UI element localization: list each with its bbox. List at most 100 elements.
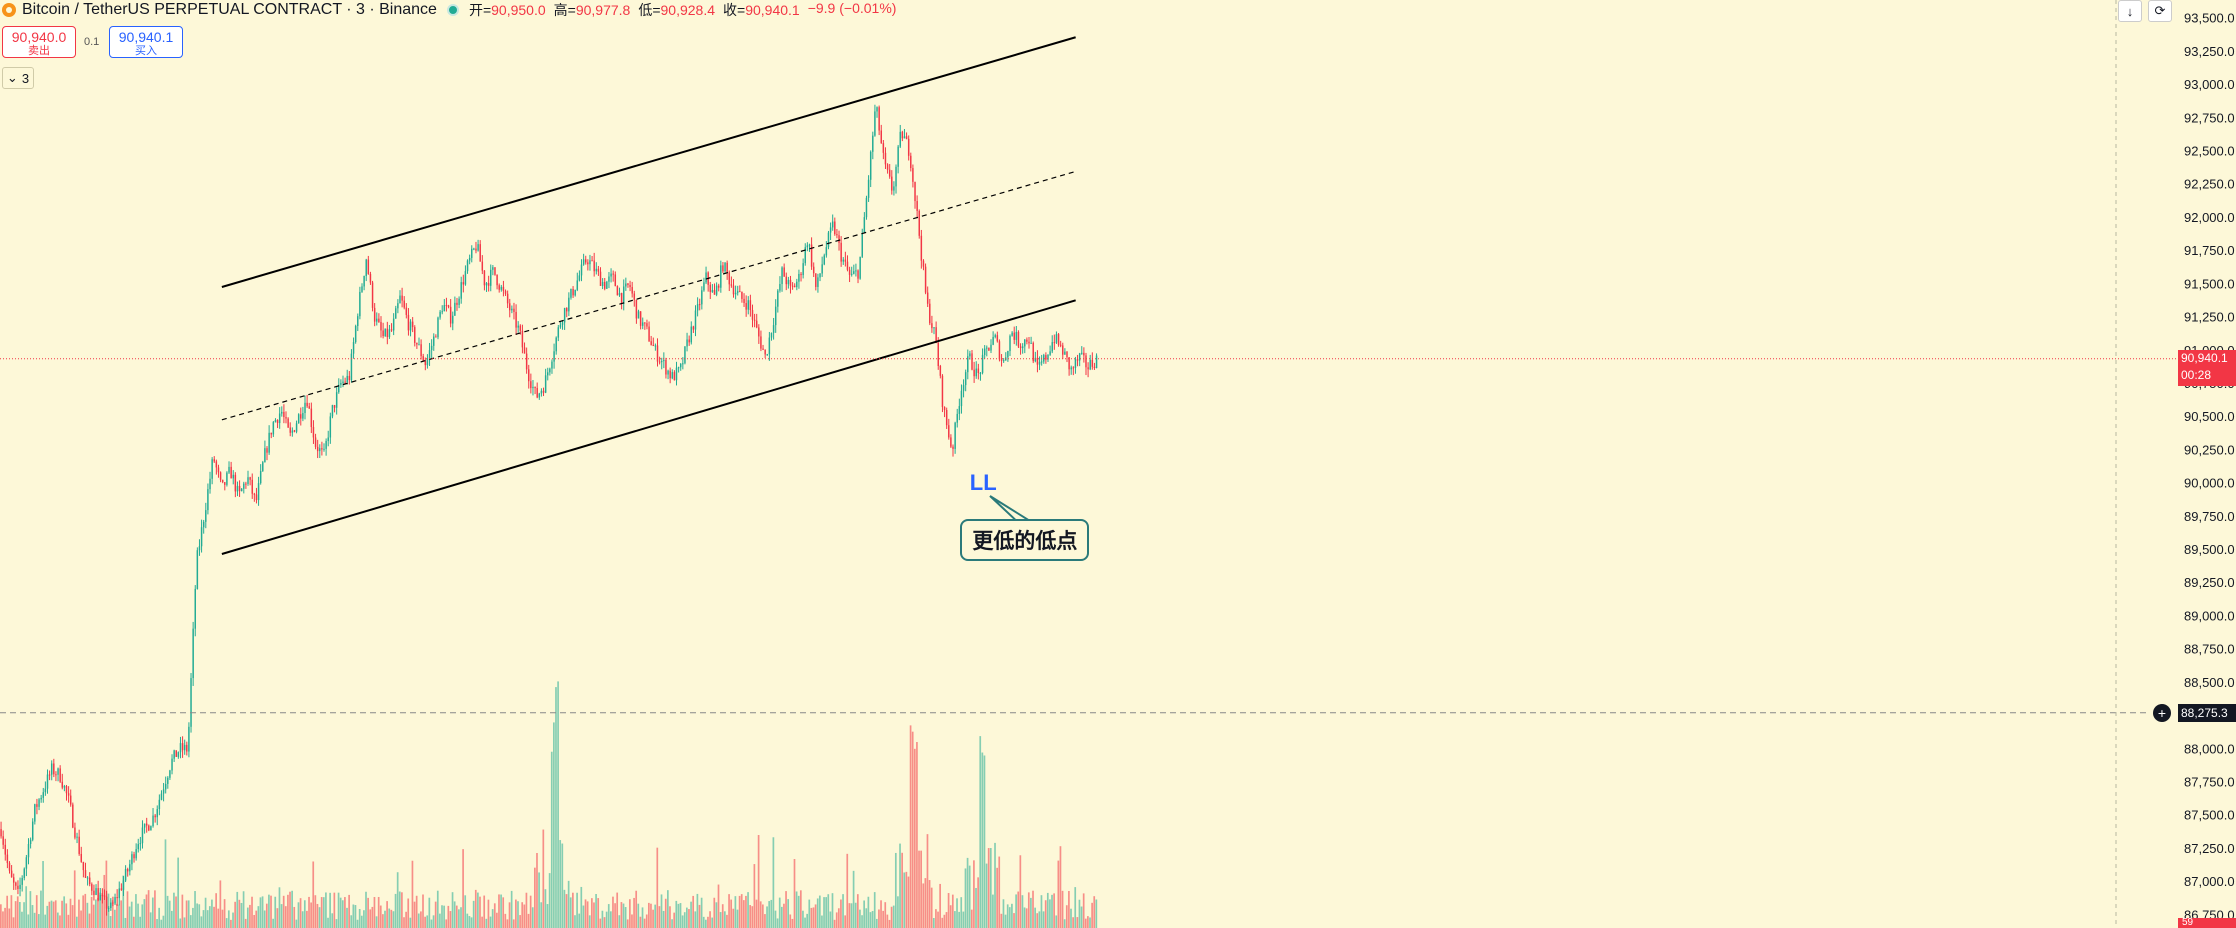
candle-body: [42, 792, 45, 798]
candle-body: [338, 384, 340, 393]
high-label: 高=: [553, 2, 576, 18]
candle-body: [872, 135, 874, 152]
candle-body: [842, 259, 844, 262]
volume-bar: [42, 861, 44, 928]
candle-body: [167, 777, 169, 784]
volume-bar: [322, 897, 325, 928]
buy-button[interactable]: 90,940.1 买入: [109, 26, 183, 58]
volume-bar: [643, 918, 646, 928]
volume-bar: [789, 914, 792, 928]
volume-bar: [246, 907, 249, 928]
volume-bar: [945, 912, 948, 928]
symbol-title[interactable]: Bitcoin / TetherUS PERPETUAL CONTRACT · …: [22, 1, 437, 18]
candle-body: [325, 441, 327, 449]
volume-bar: [664, 898, 667, 928]
volume-bar: [90, 896, 93, 928]
price-tick-label: 88,750.0: [2184, 642, 2235, 657]
candle-body: [213, 459, 215, 462]
volume-bar: [420, 911, 422, 928]
download-arrow-icon[interactable]: ↓: [2118, 0, 2142, 22]
volume-bar: [392, 911, 395, 928]
volume-bar: [998, 856, 1001, 928]
volume-bar: [975, 887, 977, 928]
volume-bar: [1080, 906, 1083, 928]
candle-body: [285, 417, 287, 419]
candle-body: [329, 416, 332, 438]
indicators-collapse-button[interactable]: ⌄ 3: [2, 67, 34, 89]
volume-bar: [31, 905, 34, 928]
volume-bar: [702, 916, 705, 928]
candle-body: [844, 259, 847, 262]
volume-bar: [730, 899, 733, 928]
volume-bar: [411, 860, 414, 928]
sell-button[interactable]: 90,940.0 卖出: [2, 26, 76, 58]
volume-bar: [954, 911, 956, 928]
volume-bar: [255, 910, 258, 928]
lower-low-label[interactable]: LL: [969, 469, 997, 495]
volume-bar: [257, 906, 260, 928]
volume-bar: [837, 908, 840, 928]
lower-low-callout[interactable]: 更低的低点: [960, 519, 1090, 562]
candle-body: [943, 407, 946, 411]
volume-bar: [633, 897, 635, 928]
candle-body: [762, 348, 764, 350]
candle-body: [920, 235, 923, 261]
volume-bar: [481, 916, 483, 928]
candle-body: [380, 321, 382, 331]
volume-bar: [550, 751, 553, 928]
candle-body: [741, 291, 743, 299]
volume-bar: [80, 910, 82, 928]
candle-body: [78, 836, 80, 854]
candle-body: [131, 854, 133, 865]
candle-body: [169, 770, 171, 778]
candle-body: [656, 345, 659, 362]
add-alert-plus-icon[interactable]: +: [2153, 703, 2171, 722]
volume-bar: [1023, 907, 1026, 928]
volume-bar: [996, 867, 998, 928]
candle-body: [521, 330, 524, 348]
candle-body: [580, 264, 583, 276]
volume-bars: [0, 681, 1098, 928]
candle-body: [122, 880, 125, 890]
candle-body: [270, 432, 272, 435]
volume-bar: [253, 914, 255, 928]
candle-body: [1034, 357, 1037, 362]
candle-body: [1091, 359, 1094, 367]
volume-bar: [413, 901, 416, 928]
candle-body: [76, 836, 78, 838]
volume-bar: [244, 918, 247, 928]
candle-body: [918, 210, 920, 236]
candle-body: [475, 248, 477, 251]
candle-body: [686, 339, 688, 347]
volume-bar: [181, 894, 184, 928]
volume-bar: [217, 908, 220, 928]
candle-body: [907, 138, 910, 156]
volume-bar: [897, 896, 899, 928]
candle-body: [93, 890, 95, 895]
volume-bar: [715, 902, 718, 928]
volume-bar: [225, 918, 228, 928]
volume-bar: [947, 893, 950, 928]
volume-bar: [736, 909, 739, 928]
volume-bar: [930, 887, 933, 928]
candle-body: [639, 311, 642, 326]
candle-body: [344, 381, 346, 383]
candle-body: [863, 217, 866, 233]
volume-bar: [846, 853, 849, 928]
volume-bar: [749, 905, 752, 928]
candle-body: [454, 302, 456, 316]
candle-body: [154, 815, 156, 818]
volume-bar: [964, 868, 967, 928]
candle-body: [912, 168, 914, 182]
candle-body: [941, 375, 944, 408]
candle-body: [283, 411, 285, 418]
sync-icon[interactable]: ⟳: [2148, 0, 2172, 22]
volume-bar: [574, 915, 576, 928]
volume-bar: [667, 890, 669, 928]
candle-body: [998, 341, 1001, 360]
volume-bar: [33, 912, 36, 928]
candle-body: [207, 489, 209, 511]
volume-bar: [18, 902, 21, 928]
volume-bar: [854, 902, 857, 928]
